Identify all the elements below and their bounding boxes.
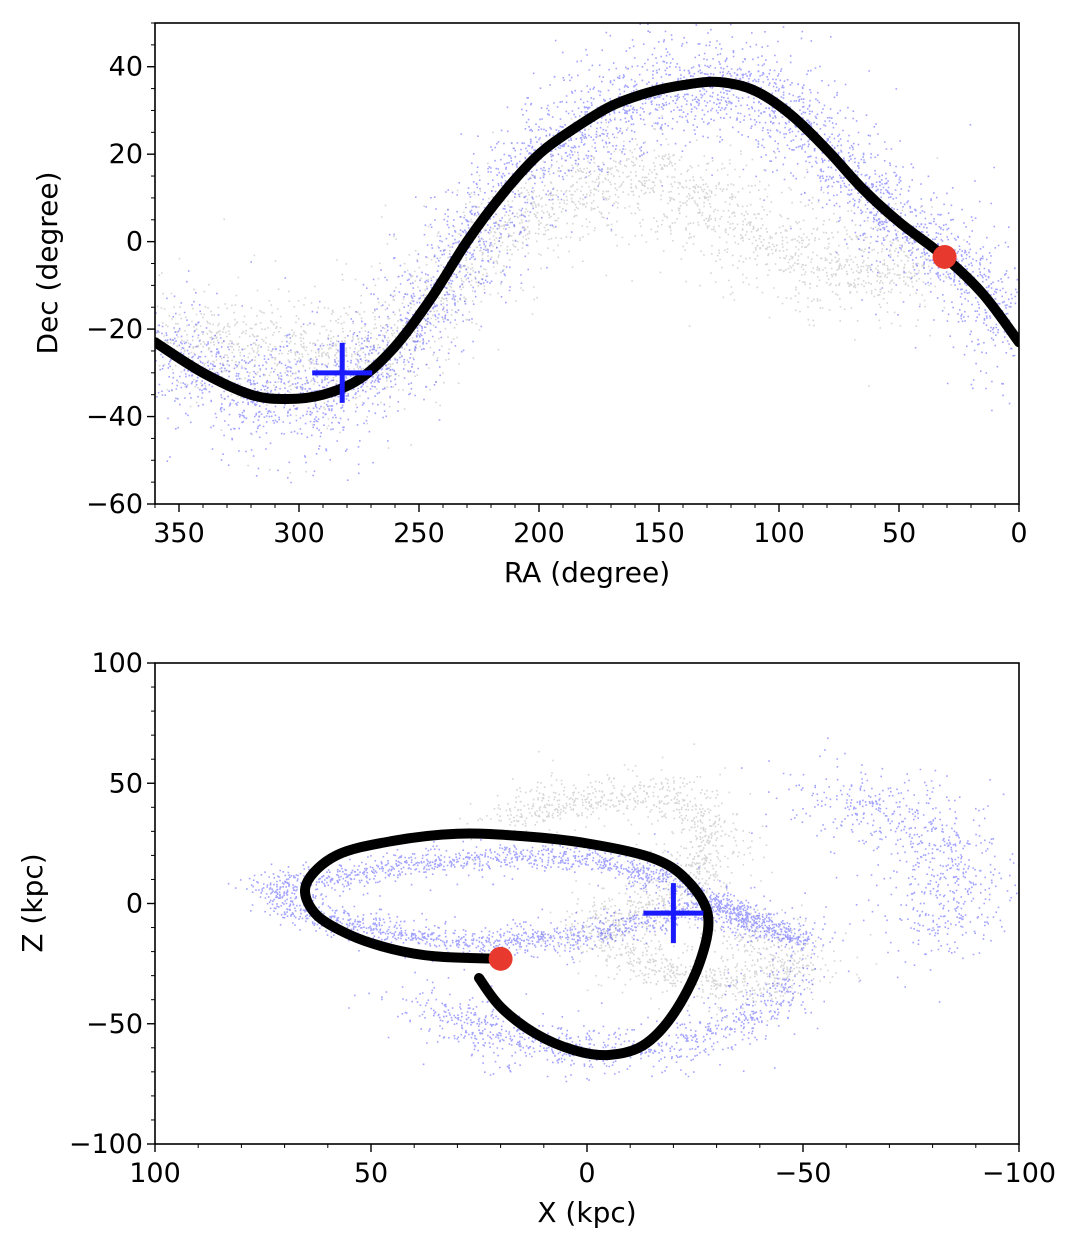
y-tick-label: −20	[86, 314, 143, 345]
x-tick-label: 300	[273, 518, 325, 549]
y-tick-label: −40	[86, 402, 143, 433]
x-tick-label: 50	[882, 518, 916, 549]
y-tick-label: 100	[91, 648, 143, 679]
dot-marker	[932, 244, 957, 269]
y-tick-label: 20	[109, 139, 143, 170]
y-tick-label: 0	[126, 889, 143, 920]
particle-cloud-gray	[459, 743, 878, 1022]
x-tick-label: 150	[633, 518, 685, 549]
y-axis-label-top: Dec (degree)	[31, 171, 64, 354]
particles-bottom	[227, 737, 1019, 1083]
orbit-line	[300, 828, 714, 1061]
plot-area-bottom	[155, 663, 1019, 1144]
x-axis-bottom: 100 50 0 −50 −100	[129, 1144, 1056, 1189]
y-tick-label: −60	[86, 489, 143, 520]
x-tick-label: −50	[775, 1158, 832, 1189]
cross-marker	[643, 883, 704, 944]
x-axis-label-bottom: X (kpc)	[537, 1196, 636, 1229]
y-tick-label: 0	[126, 227, 143, 258]
orbit-top	[155, 76, 1019, 405]
x-tick-label: 200	[513, 518, 565, 549]
x-axis-top: 350 300 250 200 150 100 50 0	[153, 504, 1028, 549]
y-tick-label: −100	[69, 1129, 143, 1160]
cross-marker	[312, 342, 373, 403]
x-axis-label-top: RA (degree)	[504, 556, 670, 589]
orbit-line	[155, 76, 1019, 405]
markers-bottom	[488, 883, 704, 971]
x-tick-label: 100	[753, 518, 805, 549]
markers-top	[312, 244, 957, 403]
x-tick-label: 100	[129, 1158, 181, 1189]
y-tick-label: −50	[86, 1009, 143, 1040]
orbit-bottom	[300, 828, 714, 1061]
x-tick-label: 50	[354, 1158, 388, 1189]
panel-bottom: 100 50 0 −50 −100 100 50 0 −50 −100 X (kpc) Z (k…	[16, 648, 1056, 1229]
x-tick-label: −100	[982, 1158, 1056, 1189]
y-axis-top: 40 20 0 −20 −40 −60	[86, 22, 155, 520]
plot-area-top	[155, 23, 1019, 504]
x-tick-label: 350	[153, 518, 205, 549]
x-tick-label: 0	[578, 1158, 595, 1189]
particle-points	[459, 743, 878, 1022]
y-axis-bottom: 100 50 0 −50 −100	[69, 648, 155, 1160]
y-axis-label-bottom: Z (kpc)	[16, 853, 49, 952]
dot-marker	[488, 946, 513, 971]
y-tick-label: 40	[109, 52, 143, 83]
particle-points	[227, 831, 836, 966]
particle-cloud-blue	[227, 831, 836, 966]
x-tick-label: 250	[393, 518, 445, 549]
y-tick-label: 50	[109, 768, 143, 799]
x-tick-label: 0	[1010, 518, 1027, 549]
